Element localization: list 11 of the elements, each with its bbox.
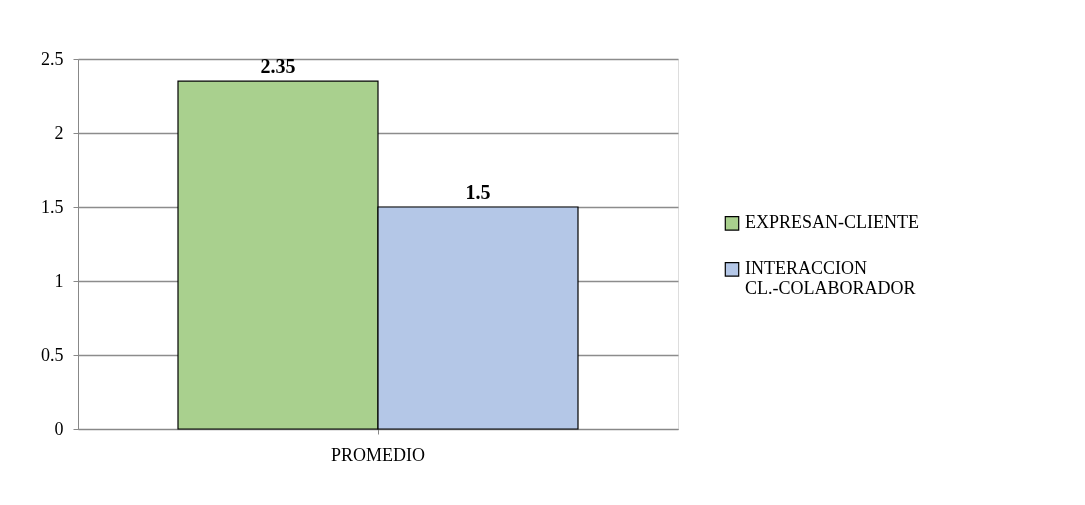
- legend-label: EXPRESAN-CLIENTE: [745, 212, 919, 233]
- y-tick-label: 2.5: [41, 48, 64, 69]
- data-label: 1.5: [465, 181, 491, 203]
- y-tick-label: 1: [54, 270, 64, 291]
- y-tick-label: 2: [54, 122, 64, 143]
- y-tick-label: 1.5: [41, 196, 64, 217]
- y-tick-label: 0: [54, 418, 64, 439]
- data-label: 2.35: [260, 55, 296, 78]
- y-tick-label: 0.5: [41, 344, 64, 365]
- x-tick-label: PROMEDIO: [330, 444, 426, 465]
- legend-label: INTERACCION CL.-COLABORADOR: [745, 258, 916, 299]
